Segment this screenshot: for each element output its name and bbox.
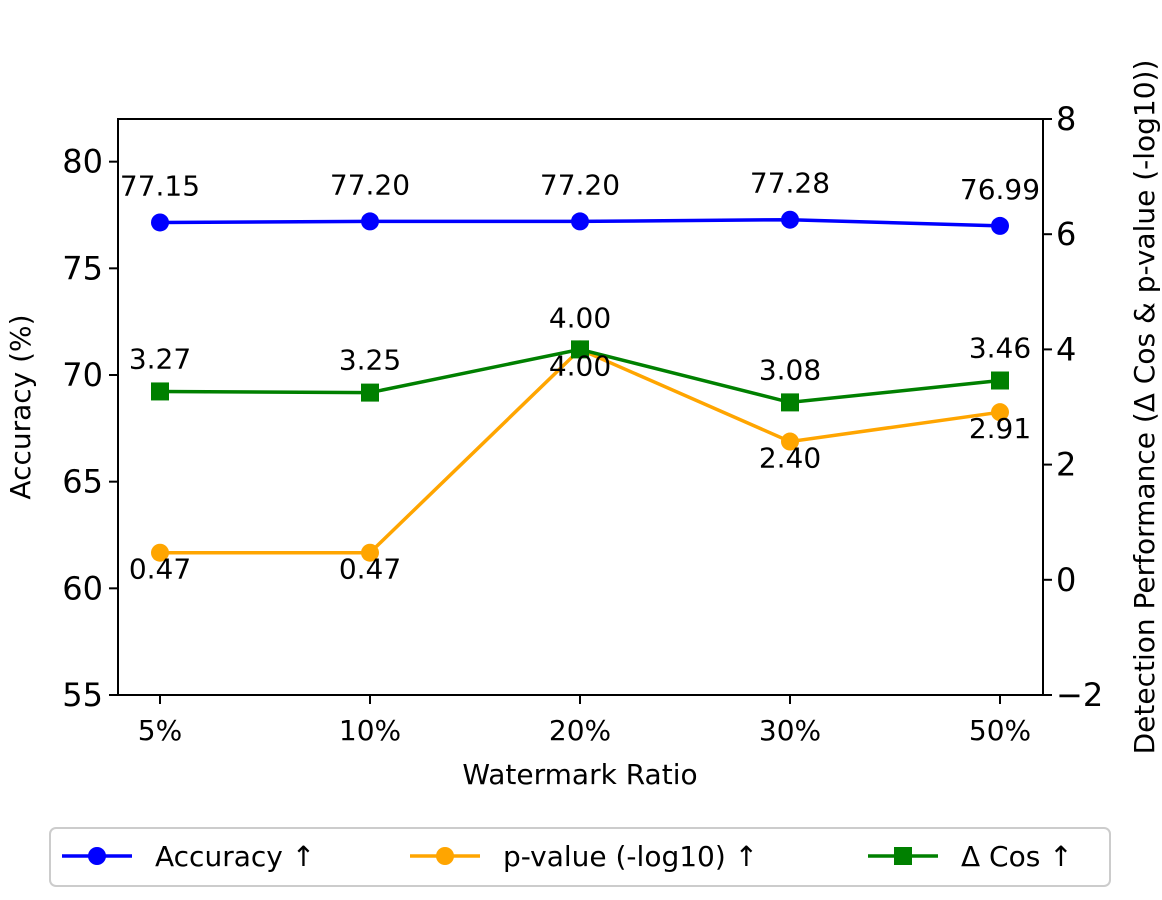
data-label: 77.15	[120, 169, 200, 202]
data-label: 3.46	[969, 332, 1031, 365]
data-point-circle	[361, 212, 379, 231]
data-point-circle	[361, 543, 379, 562]
y-right-tick-label: 8	[1056, 100, 1076, 138]
series-layer	[151, 210, 1009, 562]
data-label: 2.91	[969, 412, 1031, 445]
y-right-tick-label: −2	[1056, 676, 1103, 714]
legend-box	[49, 827, 1111, 887]
y-left-tick-label: 80	[62, 143, 103, 181]
data-point-square	[571, 340, 589, 359]
data-point-square	[361, 383, 379, 402]
legend-marker-square	[894, 847, 912, 865]
legend-label: Accuracy ↑	[155, 840, 315, 873]
data-label: 77.28	[750, 167, 830, 200]
x-tick-label: 30%	[759, 714, 821, 747]
data-label: 76.99	[960, 173, 1040, 206]
data-point-square	[781, 393, 799, 412]
data-label: 2.40	[759, 442, 821, 475]
x-tick-label: 20%	[549, 714, 611, 747]
data-label: 77.20	[540, 168, 620, 201]
data-point-circle	[781, 432, 799, 451]
data-label: 0.47	[129, 553, 191, 586]
data-label: 3.27	[129, 342, 191, 375]
data-point-circle	[781, 210, 799, 229]
y-right-tick-label: 6	[1056, 215, 1076, 253]
y-right-tick-label: 2	[1056, 446, 1076, 484]
data-point-circle	[151, 543, 169, 562]
data-label: 4.00	[549, 301, 611, 334]
ticks-layer: 55 60 65 70 75 80 −2 0 2 4 6 8 5% 10% 20% 30% 50%	[62, 100, 1103, 747]
legend-label: Δ Cos ↑	[961, 840, 1073, 873]
data-label: 77.20	[330, 168, 410, 201]
y-axis-left-title: Accuracy (%)	[4, 314, 37, 499]
y-left-tick-label: 55	[62, 676, 103, 714]
legend-marker-circle	[436, 847, 454, 865]
axes-layer	[117, 118, 1044, 696]
y-left-tick-label: 60	[62, 569, 103, 607]
data-point-circle	[571, 212, 589, 231]
data-labels-layer: 77.15 77.20 77.20 77.28 76.99 0.47 0.47 4.00 2.4…	[120, 167, 1040, 586]
legend: Accuracy ↑ p-value (-log10) ↑ Δ Cos ↑	[49, 827, 1111, 887]
x-axis-title: Watermark Ratio	[462, 758, 697, 791]
x-tick-label: 10%	[339, 714, 401, 747]
data-label: 0.47	[339, 553, 401, 586]
data-point-square	[151, 382, 169, 401]
legend-label: p-value (-log10) ↑	[503, 840, 758, 873]
data-label: 3.25	[339, 344, 401, 377]
y-left-tick-label: 65	[62, 463, 103, 501]
data-label: 4.00	[549, 349, 611, 382]
legend-marker-circle	[88, 847, 106, 865]
x-tick-label: 5%	[138, 714, 182, 747]
y-left-tick-label: 70	[62, 356, 103, 394]
plot-area-frame	[117, 118, 1044, 696]
data-point-square	[991, 371, 1009, 390]
y-right-tick-label: 4	[1056, 330, 1076, 368]
data-point-circle	[991, 403, 1009, 422]
y-axis-right-title: Detection Performance (Δ Cos & p-value (…	[1128, 60, 1161, 755]
y-left-tick-label: 75	[62, 249, 103, 287]
x-tick-label: 50%	[969, 714, 1031, 747]
data-label: 3.08	[759, 353, 821, 386]
data-point-circle	[991, 216, 1009, 235]
y-right-tick-label: 0	[1056, 561, 1076, 599]
data-point-circle	[151, 213, 169, 232]
